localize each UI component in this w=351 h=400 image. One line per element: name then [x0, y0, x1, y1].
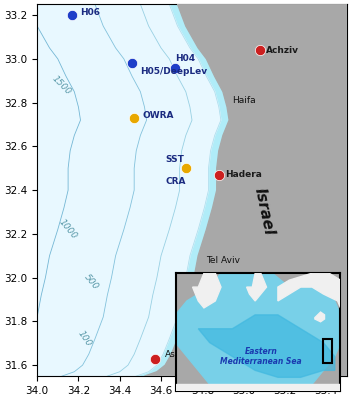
Point — [69, 12, 75, 18]
Point — [173, 64, 178, 71]
Text: 1000: 1000 — [57, 218, 79, 241]
Polygon shape — [247, 273, 266, 301]
Text: 100: 100 — [76, 329, 93, 348]
Text: CRA: CRA — [165, 177, 186, 186]
Text: H06: H06 — [80, 8, 100, 18]
Text: Tel Aviv: Tel Aviv — [206, 256, 240, 265]
Text: H04: H04 — [176, 54, 196, 63]
Text: Israel: Israel — [252, 187, 277, 237]
Text: Haifa: Haifa — [232, 96, 256, 105]
Text: SST: SST — [165, 155, 184, 164]
Polygon shape — [176, 273, 340, 384]
Polygon shape — [145, 4, 347, 376]
Polygon shape — [198, 315, 335, 377]
Point — [131, 115, 137, 121]
Text: Achziv: Achziv — [266, 46, 299, 55]
Text: H05/DeepLev: H05/DeepLev — [140, 68, 207, 76]
Text: Hadera: Hadera — [225, 170, 262, 179]
Text: Ashkelon: Ashkelon — [165, 350, 206, 359]
Point — [183, 165, 188, 172]
Polygon shape — [278, 273, 340, 308]
Text: OWRA: OWRA — [143, 111, 174, 120]
Polygon shape — [37, 4, 221, 376]
Text: Ashdod: Ashdod — [194, 312, 227, 322]
Polygon shape — [176, 384, 340, 391]
Polygon shape — [315, 312, 325, 322]
Bar — [323, 339, 332, 363]
Polygon shape — [37, 4, 147, 376]
Point — [152, 356, 158, 362]
Text: Eastern
Mediterranean Sea: Eastern Mediterranean Sea — [220, 347, 302, 366]
Polygon shape — [0, 4, 80, 376]
Point — [129, 60, 135, 66]
Point — [216, 172, 221, 178]
Text: 500: 500 — [82, 272, 100, 292]
Point — [257, 47, 263, 53]
Polygon shape — [37, 4, 192, 376]
Polygon shape — [193, 273, 221, 308]
Text: 1500: 1500 — [51, 74, 73, 96]
